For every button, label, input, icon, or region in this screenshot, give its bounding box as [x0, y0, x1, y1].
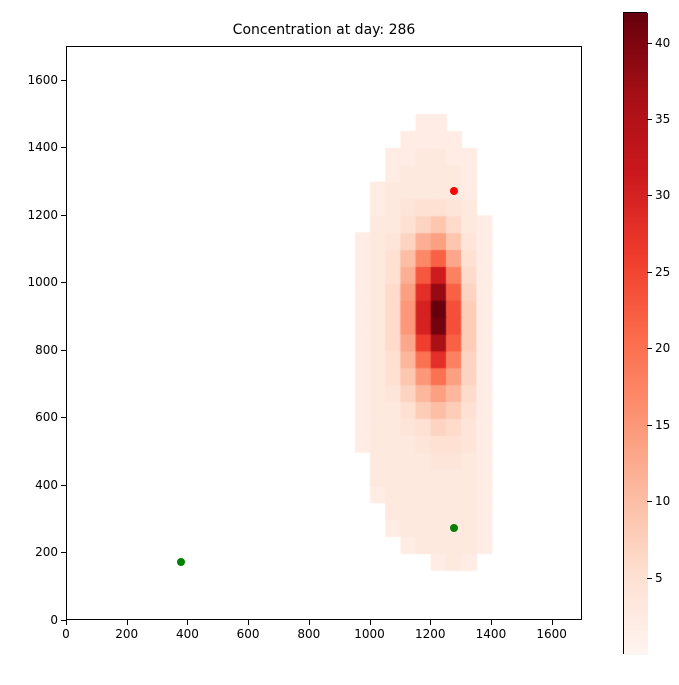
y-tick	[61, 552, 66, 553]
y-tick-label: 400	[35, 478, 58, 492]
colorbar-tick-label: 30	[655, 188, 670, 202]
colorbar-tick-label: 15	[655, 418, 670, 432]
x-tick	[187, 620, 188, 625]
y-tick-label: 600	[35, 410, 58, 424]
colorbar-tick	[647, 578, 652, 579]
x-tick-label: 800	[297, 627, 320, 641]
x-tick	[430, 620, 431, 625]
y-tick-label: 1200	[27, 208, 58, 222]
scatter-point-2	[450, 524, 458, 532]
colorbar-tick-label: 20	[655, 341, 670, 355]
x-tick-label: 1000	[354, 627, 385, 641]
colorbar-tick	[647, 43, 652, 44]
x-tick-label: 0	[62, 627, 70, 641]
y-tick	[61, 417, 66, 418]
colorbar-tick-label: 35	[655, 112, 670, 126]
colorbar-tick	[647, 272, 652, 273]
y-tick	[61, 282, 66, 283]
colorbar	[623, 12, 647, 654]
y-tick	[61, 485, 66, 486]
x-tick	[127, 620, 128, 625]
colorbar-tick	[647, 119, 652, 120]
y-tick-label: 1600	[27, 73, 58, 87]
y-tick	[61, 620, 66, 621]
x-tick	[552, 620, 553, 625]
y-tick	[61, 80, 66, 81]
x-tick	[309, 620, 310, 625]
colorbar-tick-label: 10	[655, 494, 670, 508]
y-tick-label: 800	[35, 343, 58, 357]
y-tick	[61, 215, 66, 216]
plot-title: Concentration at day: 286	[66, 22, 582, 38]
heatmap-canvas	[67, 47, 583, 621]
colorbar-tick	[647, 195, 652, 196]
x-tick	[248, 620, 249, 625]
plot-area	[66, 46, 582, 620]
x-tick-label: 1600	[536, 627, 567, 641]
x-tick-label: 200	[115, 627, 138, 641]
y-tick-label: 0	[50, 613, 58, 627]
colorbar-tick-label: 5	[655, 571, 663, 585]
y-tick-label: 200	[35, 545, 58, 559]
colorbar-tick	[647, 425, 652, 426]
x-tick-label: 400	[176, 627, 199, 641]
scatter-point-1	[177, 558, 185, 566]
figure: Concentration at day: 286 02004006008001…	[0, 0, 679, 685]
colorbar-tick	[647, 348, 652, 349]
x-tick-label: 1400	[476, 627, 507, 641]
y-tick-label: 1000	[27, 275, 58, 289]
colorbar-tick-label: 40	[655, 36, 670, 50]
colorbar-tick-label: 25	[655, 265, 670, 279]
x-tick	[370, 620, 371, 625]
y-tick	[61, 350, 66, 351]
y-tick-label: 1400	[27, 140, 58, 154]
scatter-point-3	[450, 187, 458, 195]
colorbar-canvas	[624, 13, 648, 655]
x-tick-label: 1200	[415, 627, 446, 641]
x-tick	[491, 620, 492, 625]
x-tick	[66, 620, 67, 625]
colorbar-tick	[647, 501, 652, 502]
y-tick	[61, 147, 66, 148]
x-tick-label: 600	[237, 627, 260, 641]
